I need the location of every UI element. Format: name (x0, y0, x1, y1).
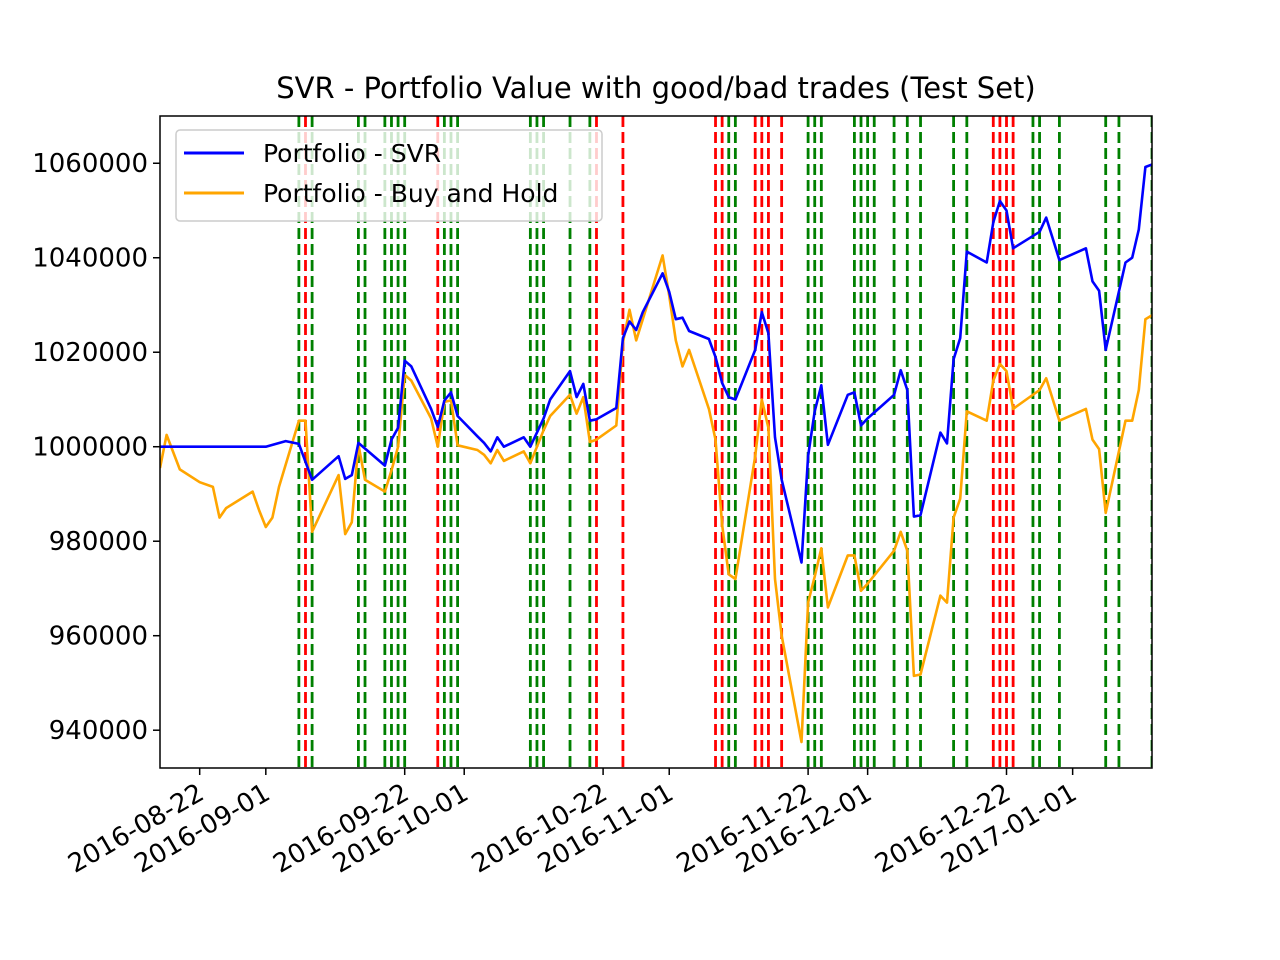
series-line-buy-hold (160, 254, 1152, 744)
legend-box (175, 129, 603, 222)
y-tick-label: 1040000 (32, 244, 148, 274)
y-tick-label: 1000000 (32, 433, 148, 463)
chart-title: SVR - Portfolio Value with good/bad trad… (276, 71, 1036, 105)
y-tick-label: 1060000 (32, 149, 148, 179)
legend-label-svr: Portfolio - SVR (263, 139, 441, 168)
y-tick-label: 980000 (49, 527, 148, 557)
series-line-svr (160, 163, 1152, 564)
plot-frame (159, 115, 1153, 769)
legend-label-buy-hold: Portfolio - Buy and Hold (263, 179, 558, 208)
y-tick-label: 960000 (49, 622, 148, 652)
legend: Portfolio - SVR Portfolio - Buy and Hold (175, 129, 603, 222)
y-tick-label: 940000 (49, 716, 148, 746)
series-lines (160, 163, 1152, 744)
y-tick-label: 1020000 (32, 338, 148, 368)
y-axis: 940000 960000 980000 1000000 1020000 1040000 1… (32, 149, 160, 746)
